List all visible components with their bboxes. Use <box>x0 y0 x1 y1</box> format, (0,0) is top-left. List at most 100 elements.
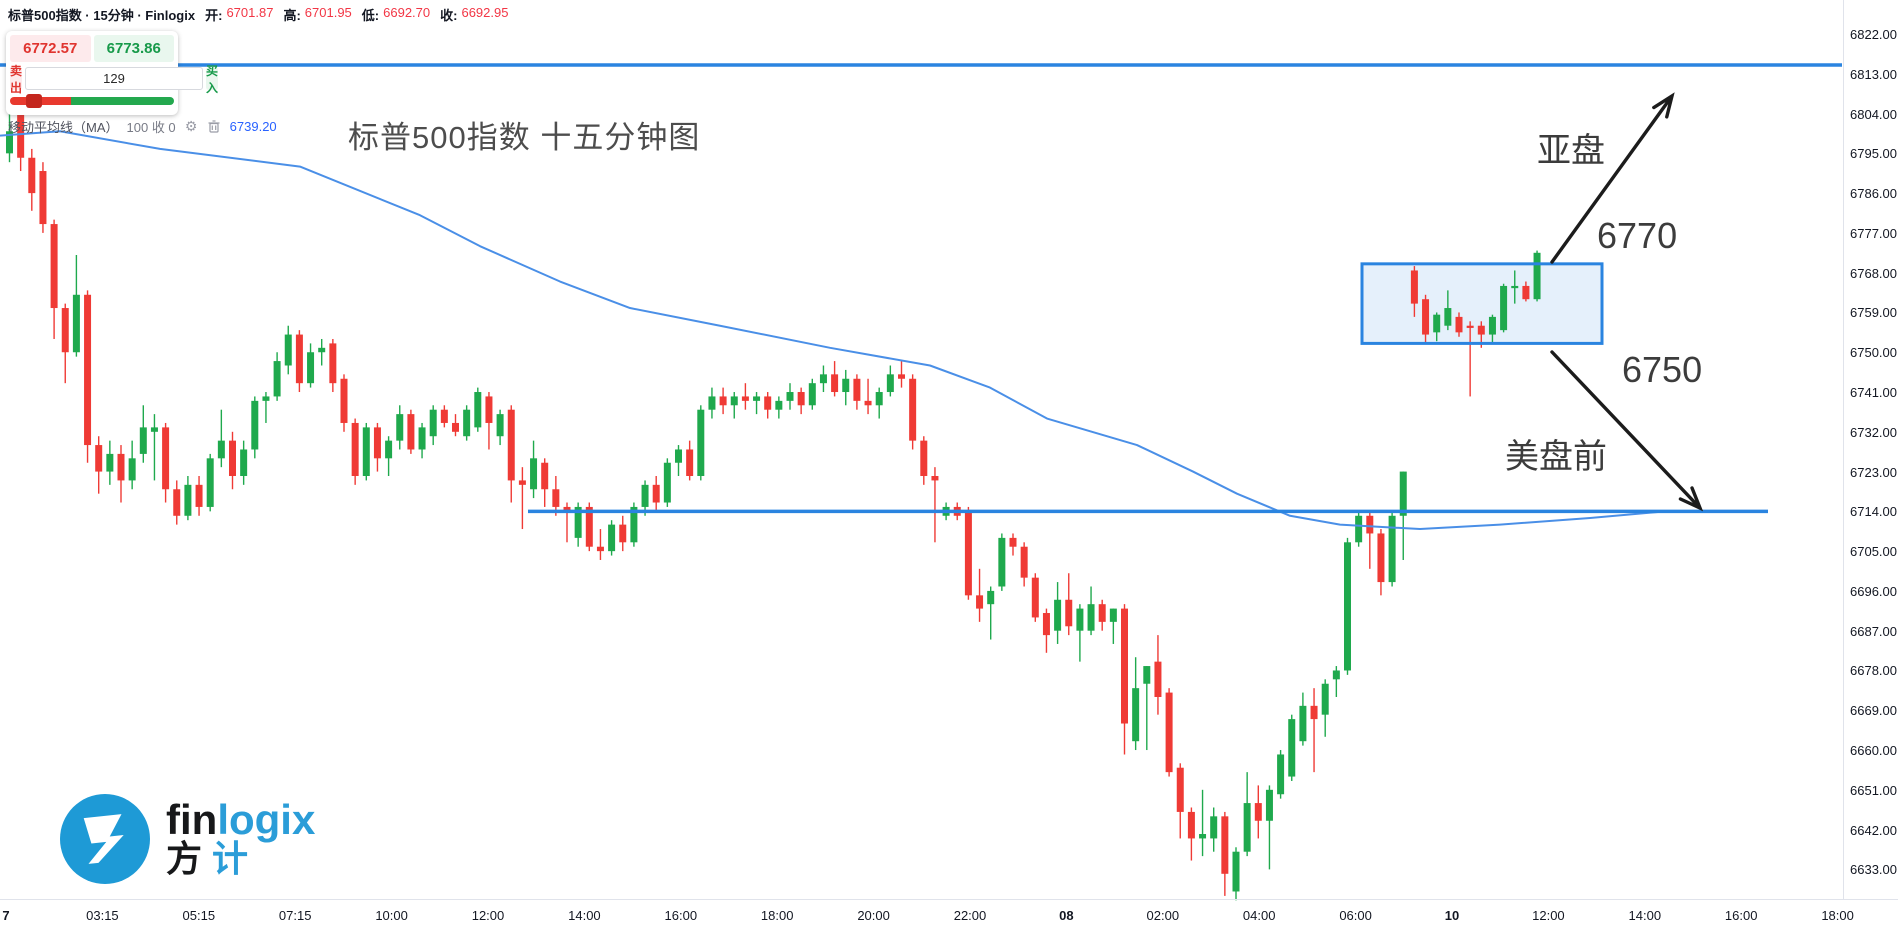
price-axis-label: 6777.00 <box>1850 225 1897 241</box>
candle-body <box>931 476 939 481</box>
candle-body <box>1265 789 1273 821</box>
candle-body <box>1121 608 1128 724</box>
candle-body <box>1042 613 1050 636</box>
candle-body <box>496 414 504 437</box>
candle-body <box>1031 577 1039 618</box>
candle-body <box>1422 299 1430 335</box>
candle-body <box>1332 670 1340 680</box>
price-axis-label: 6750.00 <box>1850 345 1897 361</box>
candle-body <box>1310 705 1318 720</box>
candle-body <box>1187 811 1195 839</box>
candle-body <box>474 392 482 428</box>
gear-icon[interactable]: ⚙ <box>184 118 198 134</box>
time-axis-label: 14:00 <box>1628 908 1662 923</box>
candle-body <box>686 449 694 476</box>
candle-body <box>574 506 582 538</box>
price-axis-label: 6768.00 <box>1850 265 1897 281</box>
time-axis-label: 16:00 <box>1724 908 1758 923</box>
quantity-input[interactable] <box>25 67 204 90</box>
price-axis-label: 6705.00 <box>1850 544 1897 560</box>
candle-body <box>964 511 972 596</box>
candle-body <box>1377 533 1385 583</box>
buy-price-button[interactable]: 6773.86 <box>93 35 174 62</box>
candle-body <box>362 427 370 476</box>
candle-body <box>1076 608 1084 631</box>
time-axis-label: 10 <box>1444 908 1460 923</box>
consolidation-box[interactable] <box>1360 262 1604 345</box>
candle-body <box>1466 325 1474 328</box>
candle-body <box>184 484 192 516</box>
candle-body <box>909 378 917 441</box>
candle-body <box>619 524 627 543</box>
asia-session-up-arrow[interactable] <box>1550 92 1675 264</box>
candle-body <box>976 595 984 609</box>
logo-logix: logix <box>217 796 316 843</box>
candle-body <box>563 506 571 512</box>
candle-body <box>340 378 348 423</box>
trash-icon[interactable] <box>207 119 222 134</box>
candle-body <box>585 506 593 547</box>
sentiment-bar-handle[interactable] <box>26 94 42 108</box>
ohlc-item: 高: 6701.95 <box>283 5 352 23</box>
price-axis-label: 6795.00 <box>1850 146 1897 162</box>
candle-body <box>1221 816 1229 874</box>
candle-body <box>675 449 682 463</box>
candle-body <box>39 171 47 225</box>
candle-body <box>797 392 805 406</box>
time-axis-label: 22:00 <box>953 908 987 923</box>
finlogix-logo-text: finlogix 方 计 <box>166 799 315 878</box>
candle-body <box>162 427 170 490</box>
candle-body <box>329 343 337 384</box>
chart-annotation-title: 标普500指数 十五分钟图 <box>348 120 701 155</box>
candle-body <box>1488 316 1496 335</box>
candle-body <box>764 396 772 410</box>
price-axis-label: 6714.00 <box>1850 504 1897 520</box>
candle-body <box>663 462 671 503</box>
price-axis-label: 6741.00 <box>1850 385 1897 401</box>
candle-body <box>1355 515 1363 543</box>
price-axis-label: 6696.00 <box>1850 583 1897 599</box>
ohlc-values: 开: 6701.87 高: 6701.95 低: 6692.70 收: 6692.95 <box>205 5 508 24</box>
candle-body <box>150 427 158 432</box>
candle-body <box>1455 316 1463 333</box>
annotation-亚盘[interactable]: 亚盘 <box>1537 132 1605 170</box>
candle-body <box>1176 767 1184 812</box>
candle-body <box>1344 542 1351 671</box>
price-axis-label: 6723.00 <box>1850 464 1897 480</box>
ohlc-item: 开: 6701.87 <box>205 5 274 23</box>
pre-us-session-down-arrow[interactable] <box>1550 350 1704 512</box>
candle-body <box>1165 692 1173 773</box>
candle-body <box>1054 599 1062 631</box>
ohlc-item: 收: 6692.95 <box>440 5 509 23</box>
annotation-6750[interactable]: 6750 <box>1622 349 1702 390</box>
symbol-title[interactable]: 标普500指数 · 15分钟 · Finlogix <box>8 8 196 23</box>
sell-price-button[interactable]: 6772.57 <box>10 35 91 62</box>
sell-button[interactable]: 卖出 <box>10 63 23 95</box>
candle-body <box>1098 604 1106 622</box>
candle-body <box>1243 803 1251 852</box>
candle-body <box>875 392 883 406</box>
logo-fin: fin <box>166 796 218 843</box>
time-axis-label: 20:00 <box>857 908 890 923</box>
candle-body <box>1444 308 1452 326</box>
candle-body <box>1109 608 1117 622</box>
candle-body <box>240 449 248 476</box>
candle-body <box>518 480 526 485</box>
annotation-美盘前[interactable]: 美盘前 <box>1505 438 1607 476</box>
candle-body <box>28 157 36 194</box>
candle-body <box>1299 705 1307 742</box>
time-axis-label: 04:00 <box>1242 908 1276 923</box>
candle-body <box>1254 803 1262 821</box>
time-axis-label: 03:15 <box>86 908 119 923</box>
time-axis-label: 02:00 <box>1146 908 1180 923</box>
candle-body <box>652 484 660 503</box>
candle-body <box>284 334 292 366</box>
candle-body <box>128 458 136 481</box>
annotation-6770[interactable]: 6770 <box>1597 215 1677 256</box>
sentiment-bar[interactable] <box>10 94 174 108</box>
candle-body <box>1433 314 1441 333</box>
price-axis-label: 6651.00 <box>1850 782 1897 798</box>
buy-button[interactable]: 买入 <box>206 63 219 95</box>
price-axis-label: 6759.00 <box>1850 305 1897 321</box>
